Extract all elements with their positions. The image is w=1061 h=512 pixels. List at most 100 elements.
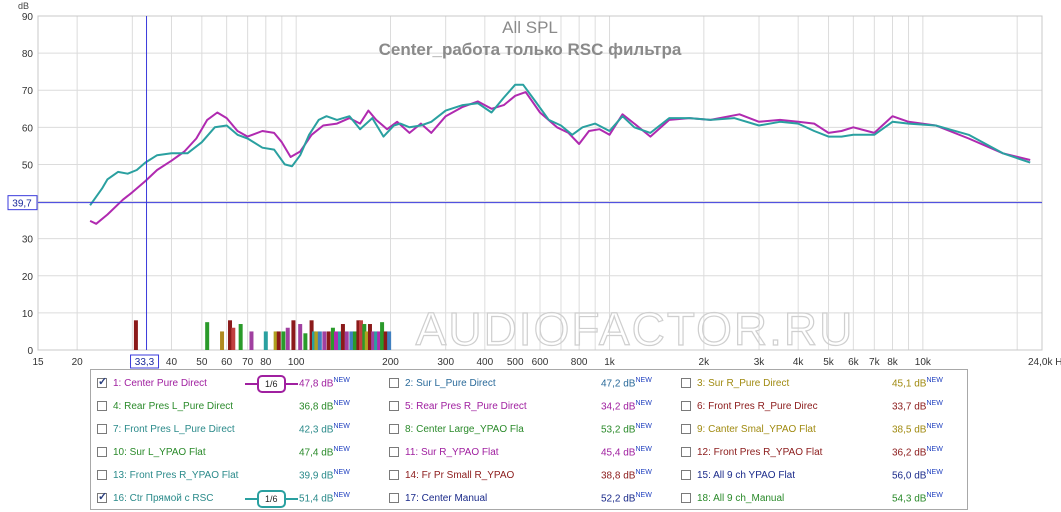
x-tick-label: 800	[571, 357, 588, 368]
marker-bar	[273, 331, 278, 350]
legend-checkbox[interactable]	[97, 375, 107, 388]
legend-item[interactable]: 12: Front Pres R_YPAO Flat	[681, 442, 822, 462]
legend-item[interactable]: 7: Front Pres L_Pure Direct	[97, 419, 235, 439]
marker-bar	[231, 327, 236, 350]
marker-bar	[220, 331, 225, 350]
legend-checkbox[interactable]	[97, 470, 107, 480]
smoothing-label: 1/6	[257, 375, 286, 393]
legend-value-text: 39,9 dB	[299, 470, 334, 482]
x-tick-label: 500	[507, 357, 524, 368]
legend-value: 51,4 dBNEW	[299, 492, 350, 504]
legend-checkbox[interactable]	[97, 424, 107, 434]
marker-bar	[298, 324, 303, 350]
legend-label: 7: Front Pres L_Pure Direct	[113, 423, 235, 435]
legend-label: 6: Front Pres R_Pure Direc	[697, 400, 818, 412]
x-tick-label: 1k	[604, 357, 616, 368]
legend-checkbox[interactable]	[681, 424, 691, 434]
legend-label: 14: Fr Pr Small R_YPAO	[405, 469, 515, 481]
cursor-y-label: 39,7	[12, 199, 32, 210]
legend-item[interactable]: 6: Front Pres R_Pure Direc	[681, 396, 818, 416]
x-tick-label: 200	[382, 357, 399, 368]
legend-item[interactable]: 17: Center Manual	[389, 488, 487, 508]
marker-bar	[205, 322, 210, 350]
x-tick-label: 400	[476, 357, 493, 368]
legend-item[interactable]: 18: All 9 ch_Manual	[681, 488, 784, 508]
legend-value-text: 47,4 dB	[299, 447, 334, 459]
marker-bar	[383, 331, 388, 350]
marker-bar	[281, 331, 286, 350]
legend-item[interactable]: 15: All 9 ch YPAO Flat	[681, 465, 795, 485]
legend-item[interactable]: 13: Front Pres R_YPAO Flat	[97, 465, 238, 485]
marker-bar	[291, 320, 296, 350]
legend-item[interactable]: 5: Rear Pres R_Pure Direct	[389, 396, 527, 416]
y-axis-unit: dB	[18, 1, 29, 11]
legend-item[interactable]: 14: Fr Pr Small R_YPAO	[389, 465, 514, 485]
legend-checkbox[interactable]	[389, 470, 399, 480]
legend-item[interactable]: 16: Ctr Прямой с RSC	[97, 488, 214, 508]
marker-bar	[333, 331, 338, 350]
legend-value: 54,3 dBNEW	[892, 492, 943, 504]
marker-bar	[364, 331, 369, 350]
legend-value-text: 36,8 dB	[299, 401, 334, 413]
cursor[interactable]: 33,3 39,7	[7, 16, 1042, 369]
legend-label: 13: Front Pres R_YPAO Flat	[113, 469, 239, 481]
legend-item[interactable]: 10: Sur L_YPAO Flat	[97, 442, 206, 462]
x-tick-label: 4k	[793, 357, 805, 368]
marker-bar	[344, 331, 349, 350]
legend-checkbox[interactable]	[389, 447, 399, 457]
legend-value-badge: NEW	[333, 492, 350, 499]
legend-checkbox[interactable]	[389, 424, 399, 434]
legend-value: 53,2 dBNEW	[601, 423, 652, 435]
legend-item[interactable]: 2: Sur L_Pure Direct	[389, 373, 496, 393]
marker-bar	[276, 331, 281, 350]
legend-checkbox[interactable]	[681, 447, 691, 457]
legend-checkbox[interactable]	[389, 378, 399, 388]
legend-value-text: 47,2 dB	[601, 378, 636, 390]
marker-bar	[367, 324, 372, 350]
legend-item[interactable]: 8: Center Large_YPAO Fla	[389, 419, 524, 439]
legend-item[interactable]: 9: Canter Smal_YPAO Flat	[681, 419, 816, 439]
legend-value: 45,4 dBNEW	[601, 446, 652, 458]
y-tick-label: 70	[22, 86, 34, 97]
legend-value: 36,2 dBNEW	[892, 446, 943, 458]
legend-checkbox[interactable]	[681, 470, 691, 480]
legend-label: 4: Rear Pres L_Pure Direct	[113, 400, 234, 412]
legend-value-text: 54,3 dB	[892, 493, 927, 505]
legend-checkbox[interactable]	[681, 401, 691, 411]
legend-value-text: 52,2 dB	[601, 493, 636, 505]
legend-value-text: 38,5 dB	[892, 424, 927, 436]
x-tick-label: 20	[72, 357, 84, 368]
legend-checkbox[interactable]	[389, 401, 399, 411]
marker-bars	[133, 320, 392, 350]
legend-item[interactable]: 4: Rear Pres L_Pure Direct	[97, 396, 233, 416]
legend-value: 38,5 dBNEW	[892, 423, 943, 435]
legend-checkbox[interactable]	[681, 378, 691, 388]
y-tick-label: 0	[27, 346, 33, 357]
legend-checkbox[interactable]	[389, 493, 399, 503]
smoothing-badge[interactable]: 1/6	[245, 490, 298, 508]
marker-bar	[371, 331, 376, 350]
y-tick-label: 20	[22, 272, 34, 283]
marker-bar	[380, 322, 385, 350]
legend-value-text: 36,2 dB	[892, 447, 927, 459]
legend-checkbox[interactable]	[681, 493, 691, 503]
legend-checkbox[interactable]	[97, 490, 107, 503]
legend-item[interactable]: 3: Sur R_Pure Direct	[681, 373, 789, 393]
cursor-x-box	[130, 354, 160, 369]
legend-checkbox[interactable]	[97, 401, 107, 411]
legend-label: 17: Center Manual	[405, 492, 488, 504]
smoothing-badge[interactable]: 1/6	[245, 375, 298, 393]
spl-chart[interactable]: AUDIOFACTOR.RU 0102030405060708090 15203…	[0, 0, 1061, 370]
legend-item[interactable]: 11: Sur R_YPAO Flat	[389, 442, 499, 462]
watermark: AUDIOFACTOR.RU	[416, 303, 855, 355]
legend-item[interactable]: 1: Center Pure Direct	[97, 373, 207, 393]
legend-checkbox[interactable]	[97, 447, 107, 457]
legend-label: 3: Sur R_Pure Direct	[697, 377, 790, 389]
marker-bar	[337, 331, 342, 350]
y-tick-label: 90	[22, 12, 34, 23]
chart-grid	[38, 15, 1042, 351]
legend-value: 38,8 dBNEW	[601, 469, 652, 481]
legend-value-badge: NEW	[333, 377, 350, 384]
legend-value-text: 51,4 dB	[299, 493, 334, 505]
chart-title: All SPL	[502, 18, 558, 37]
